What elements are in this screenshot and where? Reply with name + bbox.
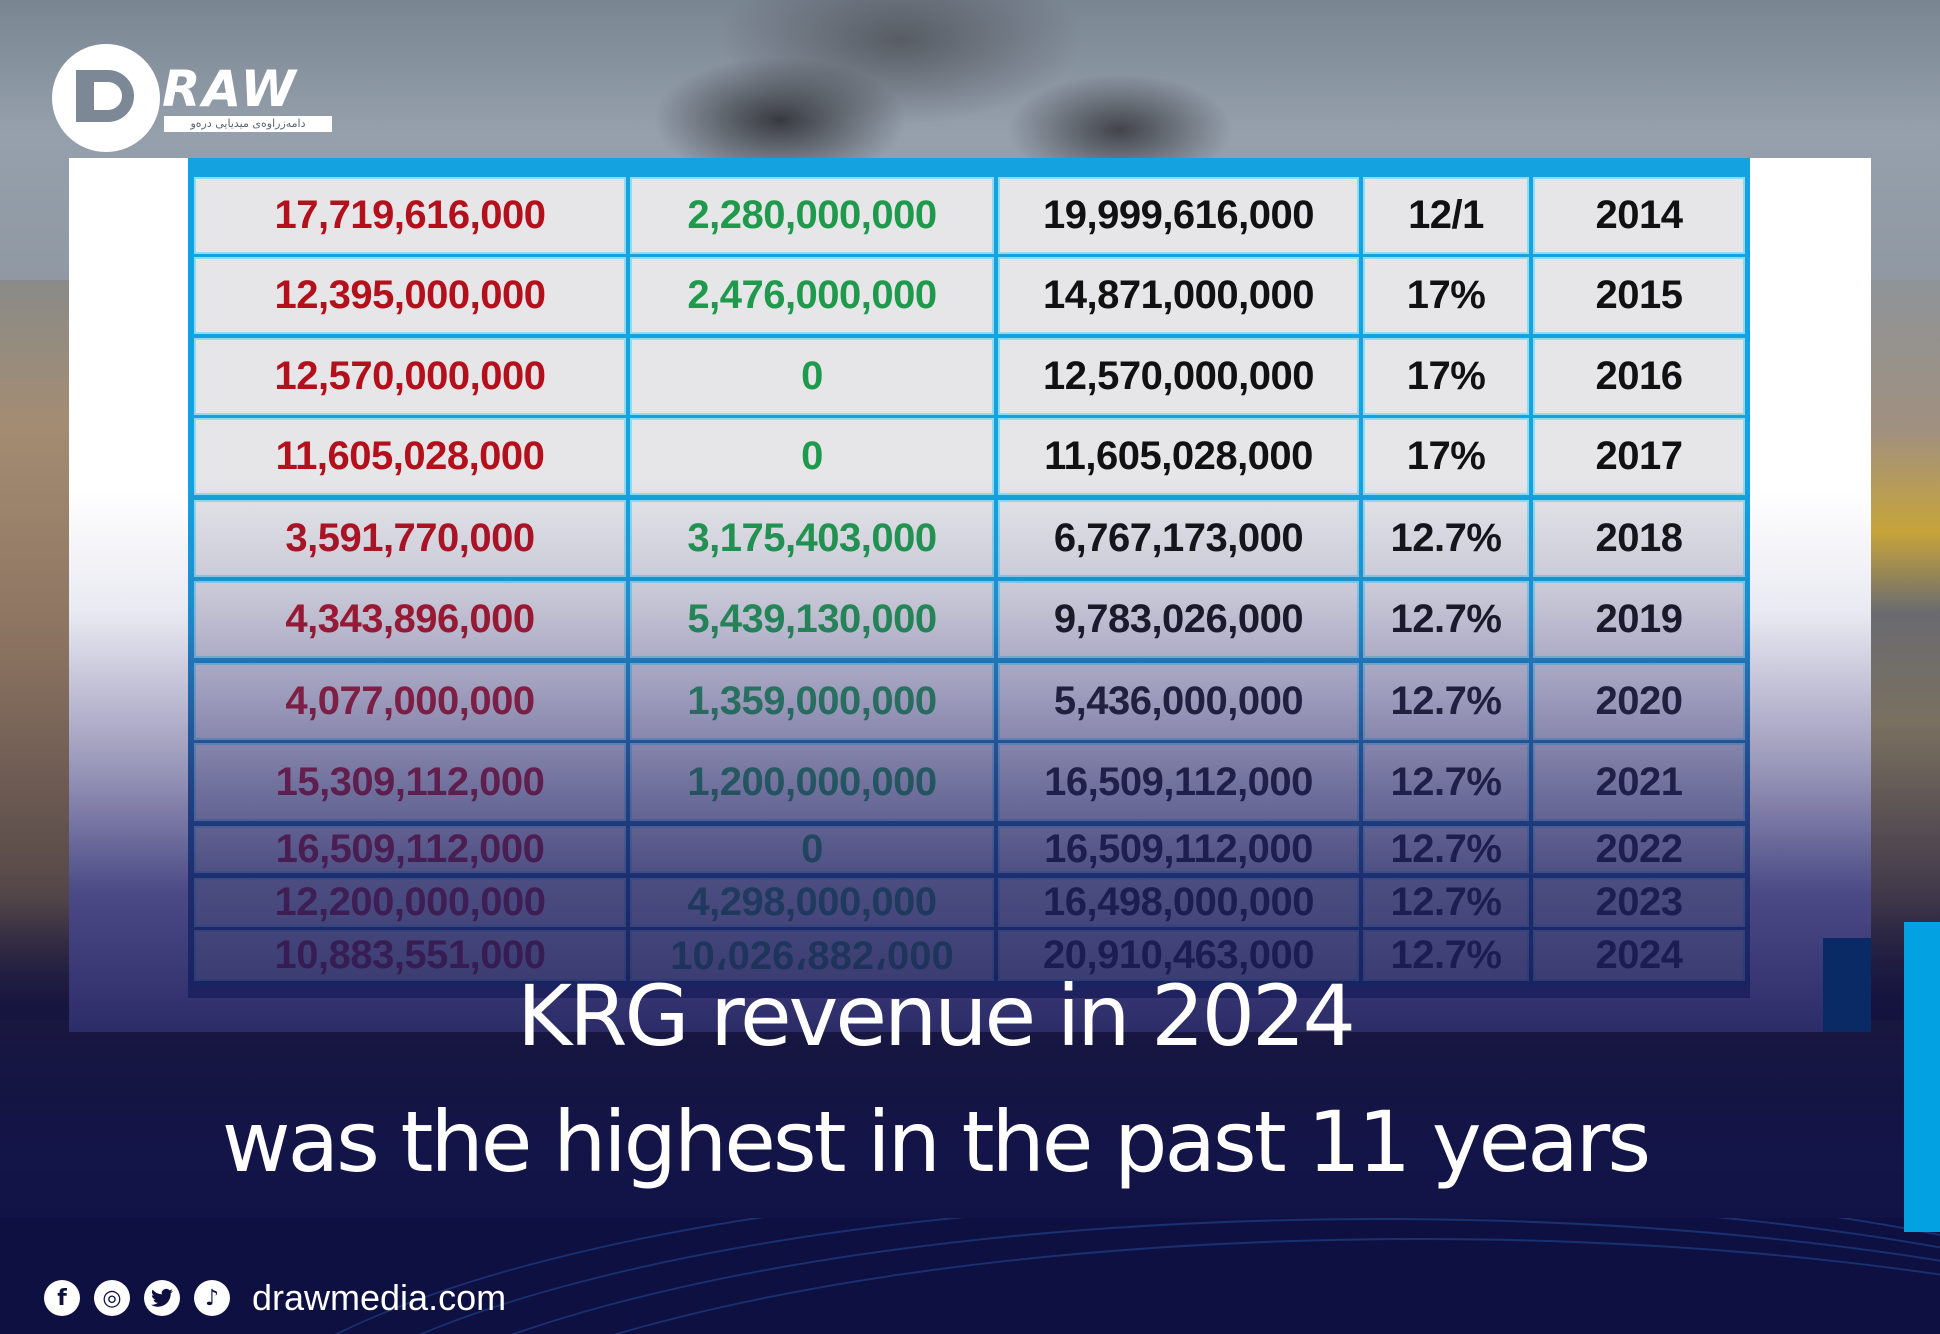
website-link[interactable]: drawmedia.com bbox=[252, 1277, 507, 1318]
cell-col1: 16,509,112,000 bbox=[194, 826, 626, 873]
cell-share: 12.7% bbox=[1363, 826, 1529, 873]
twitter-icon[interactable] bbox=[144, 1280, 180, 1316]
cell-total: 12,570,000,000 bbox=[998, 338, 1359, 415]
cell-col1: 3,591,770,000 bbox=[194, 500, 626, 577]
cell-col1: 15,309,112,000 bbox=[194, 743, 626, 821]
cell-col2: 2,280,000,000 bbox=[630, 177, 994, 254]
cell-year: 2018 bbox=[1533, 500, 1745, 577]
cell-total: 16,498,000,000 bbox=[998, 878, 1359, 927]
footer-band bbox=[0, 1218, 1940, 1334]
cell-col2: 0 bbox=[630, 418, 994, 495]
footer: f ◎ ♪ drawmedia.com bbox=[44, 1276, 506, 1320]
cell-share: 17% bbox=[1363, 418, 1529, 495]
cell-year: 2023 bbox=[1533, 878, 1745, 927]
cell-col1: 11,605,028,000 bbox=[194, 418, 626, 495]
cell-total: 6,767,173,000 bbox=[998, 500, 1359, 577]
logo-wordmark: RAW bbox=[162, 60, 298, 118]
table-row: 12,570,000,000 0 12,570,000,000 17% 2016 bbox=[188, 338, 1745, 415]
headline-line-1: KRG revenue in 2024 bbox=[517, 967, 1356, 1065]
cell-share: 12.7% bbox=[1363, 500, 1529, 577]
cell-year: 2022 bbox=[1533, 826, 1745, 873]
cell-year: 2014 bbox=[1533, 177, 1745, 254]
cell-col2: 4,298,000,000 bbox=[630, 878, 994, 927]
tiktok-icon[interactable]: ♪ bbox=[194, 1280, 230, 1316]
panel-notch bbox=[1823, 938, 1871, 1032]
headline-line-2: was the highest in the past 11 years bbox=[221, 1093, 1651, 1191]
table-row: 12,395,000,000 2,476,000,000 14,871,000,00… bbox=[188, 257, 1745, 334]
cell-col1: 4,077,000,000 bbox=[194, 663, 626, 740]
cell-total: 19,999,616,000 bbox=[998, 177, 1359, 254]
table-row: 16,509,112,000 0 16,509,112,000 12.7% 2022 bbox=[188, 826, 1745, 873]
table-row: 11,605,028,000 0 11,605,028,000 17% 2017 bbox=[188, 418, 1745, 495]
cell-share: 12.7% bbox=[1363, 878, 1529, 927]
cell-share: 17% bbox=[1363, 257, 1529, 334]
logo-d-inner bbox=[94, 82, 122, 110]
table-row: 4,343,896,000 5,439,130,000 9,783,026,000 1… bbox=[188, 581, 1745, 658]
cell-col1: 12,395,000,000 bbox=[194, 257, 626, 334]
cell-share: 12/1 bbox=[1363, 177, 1529, 254]
logo-tagline: دامەزراوەی میدیایی درەو bbox=[164, 116, 332, 132]
cell-total: 16,509,112,000 bbox=[998, 743, 1359, 821]
cell-total: 14,871,000,000 bbox=[998, 257, 1359, 334]
background-left-ground bbox=[0, 280, 75, 1020]
facebook-icon[interactable]: f bbox=[44, 1280, 80, 1316]
cell-year: 2021 bbox=[1533, 743, 1745, 821]
cell-col2: 3,175,403,000 bbox=[630, 500, 994, 577]
draw-logo: RAW دامەزراوەی میدیایی درەو bbox=[50, 42, 350, 152]
cell-col2: 0 bbox=[630, 338, 994, 415]
cell-col2: 1,359,000,000 bbox=[630, 663, 994, 740]
cell-year: 2019 bbox=[1533, 581, 1745, 658]
cell-col1: 17,719,616,000 bbox=[194, 177, 626, 254]
table-row: 4,077,000,000 1,359,000,000 5,436,000,000 1… bbox=[188, 663, 1745, 740]
cell-year: 2015 bbox=[1533, 257, 1745, 334]
cell-share: 12.7% bbox=[1363, 743, 1529, 821]
cell-col1: 12,200,000,000 bbox=[194, 878, 626, 927]
cell-col2: 1,200,000,000 bbox=[630, 743, 994, 821]
cell-total: 9,783,026,000 bbox=[998, 581, 1359, 658]
cell-col1: 12,570,000,000 bbox=[194, 338, 626, 415]
cell-total: 11,605,028,000 bbox=[998, 418, 1359, 495]
cell-share: 17% bbox=[1363, 338, 1529, 415]
cell-year: 2016 bbox=[1533, 338, 1745, 415]
cell-col2: 2,476,000,000 bbox=[630, 257, 994, 334]
cell-col2: 0 bbox=[630, 826, 994, 873]
cell-year: 2020 bbox=[1533, 663, 1745, 740]
cell-total: 16,509,112,000 bbox=[998, 826, 1359, 873]
revenue-table: 17,719,616,000 2,280,000,000 19,999,616,00… bbox=[188, 158, 1750, 988]
accent-side-bar bbox=[1904, 922, 1940, 1232]
cell-col2: 5,439,130,000 bbox=[630, 581, 994, 658]
cell-share: 12.7% bbox=[1363, 581, 1529, 658]
table-row: 12,200,000,000 4,298,000,000 16,498,000,00… bbox=[188, 878, 1745, 927]
cell-share: 12.7% bbox=[1363, 663, 1529, 740]
cell-year: 2017 bbox=[1533, 418, 1745, 495]
instagram-icon[interactable]: ◎ bbox=[94, 1280, 130, 1316]
background-right-ground bbox=[1865, 280, 1940, 1020]
cell-total: 5,436,000,000 bbox=[998, 663, 1359, 740]
table-row: 15,309,112,000 1,200,000,000 16,509,112,00… bbox=[188, 743, 1745, 821]
table-row: 3,591,770,000 3,175,403,000 6,767,173,000 1… bbox=[188, 500, 1745, 577]
cell-col1: 4,343,896,000 bbox=[194, 581, 626, 658]
table-row: 17,719,616,000 2,280,000,000 19,999,616,00… bbox=[188, 177, 1745, 254]
